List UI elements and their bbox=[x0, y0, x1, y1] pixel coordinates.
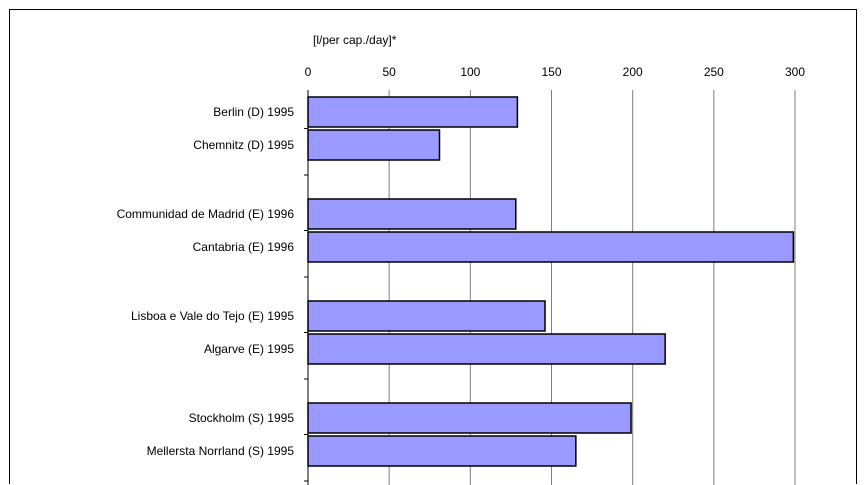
x-tick-label: 300 bbox=[785, 65, 805, 79]
x-tick-label: 250 bbox=[704, 65, 724, 79]
x-tick-label: 100 bbox=[460, 65, 480, 79]
bars bbox=[307, 96, 795, 467]
category-label: Algarve (E) 1995 bbox=[204, 342, 294, 356]
bar bbox=[307, 300, 546, 332]
bar bbox=[307, 129, 441, 161]
axis-label: [l/per cap./day]* bbox=[313, 33, 397, 47]
category-label: Mellersta Norrland (S) 1995 bbox=[147, 444, 295, 458]
category-label: Communidad de Madrid (E) 1996 bbox=[117, 207, 295, 221]
category-label: Lisboa e Vale do Tejo (E) 1995 bbox=[131, 309, 294, 323]
chart-frame: [l/per cap./day]* 0 50 100 150 200 250 300 Ber… bbox=[9, 9, 857, 485]
bar-chart: [l/per cap./day]* 0 50 100 150 200 250 300 Ber… bbox=[117, 33, 806, 485]
bar bbox=[307, 435, 577, 467]
category-label: Berlin (D) 1995 bbox=[213, 105, 294, 119]
bar bbox=[307, 96, 519, 128]
bar bbox=[307, 402, 632, 434]
category-label: Stockholm (S) 1995 bbox=[189, 411, 295, 425]
category-label: Chemnitz (D) 1995 bbox=[193, 138, 294, 152]
x-tick-label: 0 bbox=[305, 65, 312, 79]
bar bbox=[307, 198, 517, 230]
x-tick-label: 50 bbox=[382, 65, 396, 79]
category-label: Cantabria (E) 1996 bbox=[193, 240, 295, 254]
bar bbox=[307, 231, 795, 263]
category-labels: Berlin (D) 1995 Chemnitz (D) 1995 Communid… bbox=[117, 105, 295, 458]
x-tick-label: 150 bbox=[541, 65, 561, 79]
x-tick-labels: 0 50 100 150 200 250 300 bbox=[305, 65, 806, 79]
x-tick-label: 200 bbox=[623, 65, 643, 79]
bar bbox=[307, 333, 666, 365]
